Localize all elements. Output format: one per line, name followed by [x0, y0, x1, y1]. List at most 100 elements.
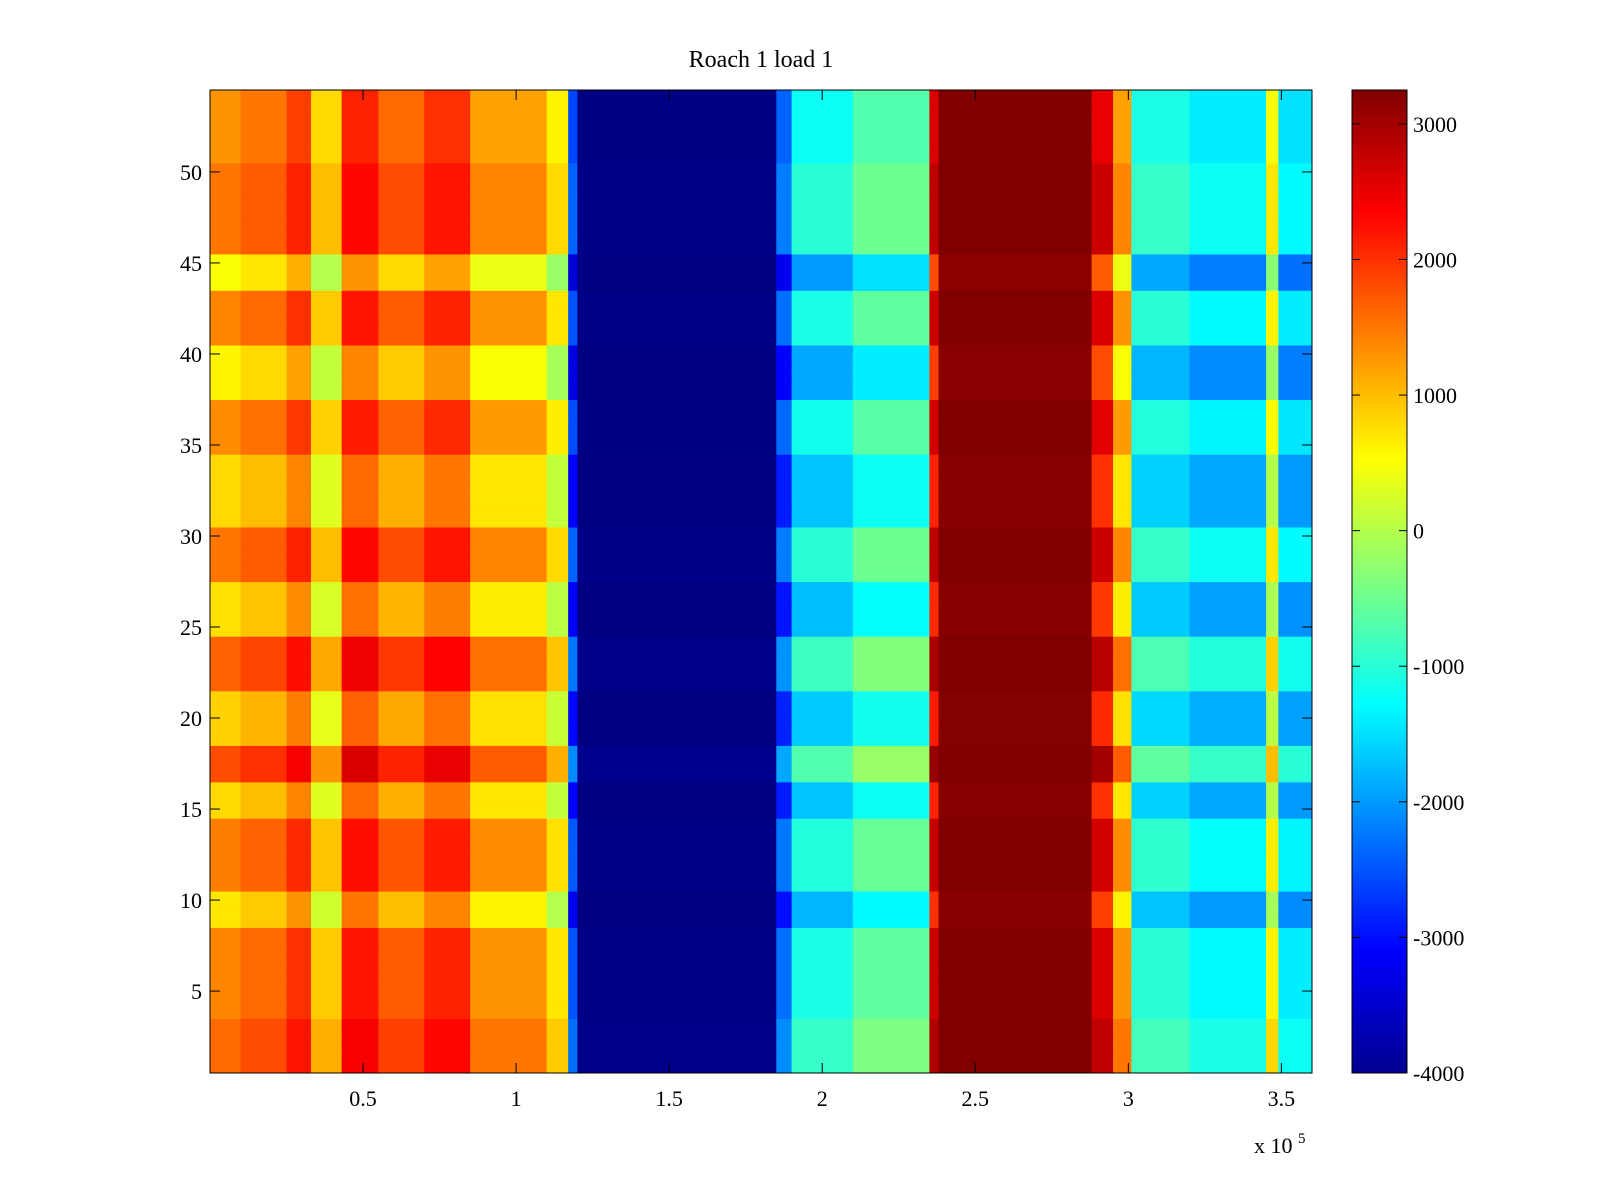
heatmap-cell: [546, 199, 569, 219]
heatmap-cell: [311, 545, 343, 564]
heatmap-cell: [1266, 781, 1279, 801]
heatmap-cell: [852, 818, 930, 837]
heatmap-cell: [210, 472, 242, 492]
heatmap-cell: [776, 945, 793, 965]
heatmap-cell: [1189, 272, 1267, 291]
heatmap-cell: [470, 599, 548, 619]
heatmap-cell: [568, 1054, 578, 1073]
x-exponent-base: x 10: [1254, 1133, 1293, 1158]
heatmap-cell: [240, 927, 288, 947]
heatmap-cell: [1091, 727, 1114, 746]
heatmap-cell: [1266, 617, 1279, 637]
heatmap-cell: [470, 909, 548, 928]
heatmap-cell: [776, 1054, 793, 1073]
heatmap-cell: [776, 818, 793, 837]
heatmap-cell: [240, 90, 288, 109]
heatmap-cell: [546, 126, 569, 146]
heatmap-cell: [1131, 490, 1191, 510]
heatmap-cell: [852, 672, 930, 692]
heatmap-cell: [938, 90, 1093, 109]
heatmap-cell: [1113, 836, 1132, 856]
heatmap-cell: [1091, 836, 1114, 856]
heatmap-cell: [1189, 963, 1267, 983]
heatmap-cell: [852, 253, 930, 273]
heatmap-cell: [286, 945, 312, 965]
heatmap-cell: [577, 435, 777, 455]
heatmap-cell: [210, 399, 242, 419]
heatmap-cell: [776, 872, 793, 892]
heatmap-cell: [1189, 344, 1267, 364]
heatmap-cell: [1266, 854, 1279, 874]
heatmap-cell: [929, 690, 940, 710]
heatmap-cell: [424, 818, 471, 837]
heatmap-cell: [1189, 144, 1267, 164]
heatmap-cell: [210, 581, 242, 601]
heatmap-cell: [577, 690, 777, 710]
heatmap-cell: [776, 927, 793, 947]
heatmap-cell: [1278, 727, 1312, 746]
heatmap-cell: [1131, 290, 1191, 310]
heatmap-cell: [776, 381, 793, 401]
heatmap-cell: [424, 381, 471, 401]
heatmap-cell: [1266, 363, 1279, 382]
heatmap-cell: [929, 399, 940, 419]
heatmap-cell: [286, 690, 312, 710]
heatmap-cell: [378, 1054, 425, 1073]
heatmap-cell: [1113, 417, 1132, 437]
heatmap-cell: [1266, 399, 1279, 419]
heatmap-cell: [577, 199, 777, 219]
heatmap-cell: [1091, 1000, 1114, 1019]
y-tick-label: 45: [180, 251, 202, 276]
heatmap-cell: [929, 581, 940, 601]
heatmap-cell: [286, 472, 312, 492]
heatmap-cell: [1091, 1018, 1114, 1038]
heatmap-cell: [1266, 344, 1279, 364]
heatmap-cell: [378, 144, 425, 164]
heatmap-cell: [776, 1018, 793, 1038]
heatmap-cell: [791, 654, 854, 674]
heatmap-cell: [852, 472, 930, 492]
heatmap-cell: [424, 617, 471, 637]
heatmap-cell: [210, 253, 242, 273]
heatmap-cell: [852, 1036, 930, 1056]
heatmap-cell: [1278, 890, 1312, 910]
heatmap-cell: [852, 727, 930, 746]
heatmap-cell: [470, 381, 548, 401]
heatmap-cell: [286, 162, 312, 182]
heatmap-cell: [1131, 454, 1191, 473]
heatmap-cell: [240, 581, 288, 601]
heatmap-cell: [546, 617, 569, 637]
heatmap-cell: [546, 854, 569, 874]
heatmap-cell: [1131, 508, 1191, 528]
heatmap-cell: [341, 290, 379, 310]
heatmap-cell: [286, 253, 312, 273]
heatmap-cell: [341, 90, 379, 109]
heatmap-cell: [546, 872, 569, 892]
heatmap-cell: [938, 672, 1093, 692]
heatmap-cell: [1189, 326, 1267, 346]
heatmap-cell: [378, 199, 425, 219]
heatmap-cell: [546, 1018, 569, 1038]
heatmap-cell: [378, 690, 425, 710]
heatmap-cell: [577, 162, 777, 182]
heatmap-cell: [938, 636, 1093, 655]
heatmap-cell: [1278, 181, 1312, 200]
heatmap-cell: [776, 90, 793, 109]
heatmap-cell: [311, 217, 343, 237]
heatmap-cell: [577, 545, 777, 564]
heatmap-cell: [240, 435, 288, 455]
heatmap-cell: [240, 636, 288, 655]
heatmap-cell: [577, 818, 777, 837]
heatmap-cell: [424, 672, 471, 692]
heatmap-cell: [341, 1000, 379, 1019]
heatmap-cell: [568, 490, 578, 510]
heatmap-cell: [791, 417, 854, 437]
heatmap-cell: [378, 636, 425, 655]
heatmap-cell: [311, 472, 343, 492]
heatmap-cell: [1091, 1036, 1114, 1056]
heatmap-cell: [341, 235, 379, 255]
heatmap-cell: [470, 526, 548, 546]
heatmap-cell: [286, 727, 312, 746]
heatmap-cell: [1113, 1018, 1132, 1038]
heatmap-cell: [852, 1054, 930, 1073]
